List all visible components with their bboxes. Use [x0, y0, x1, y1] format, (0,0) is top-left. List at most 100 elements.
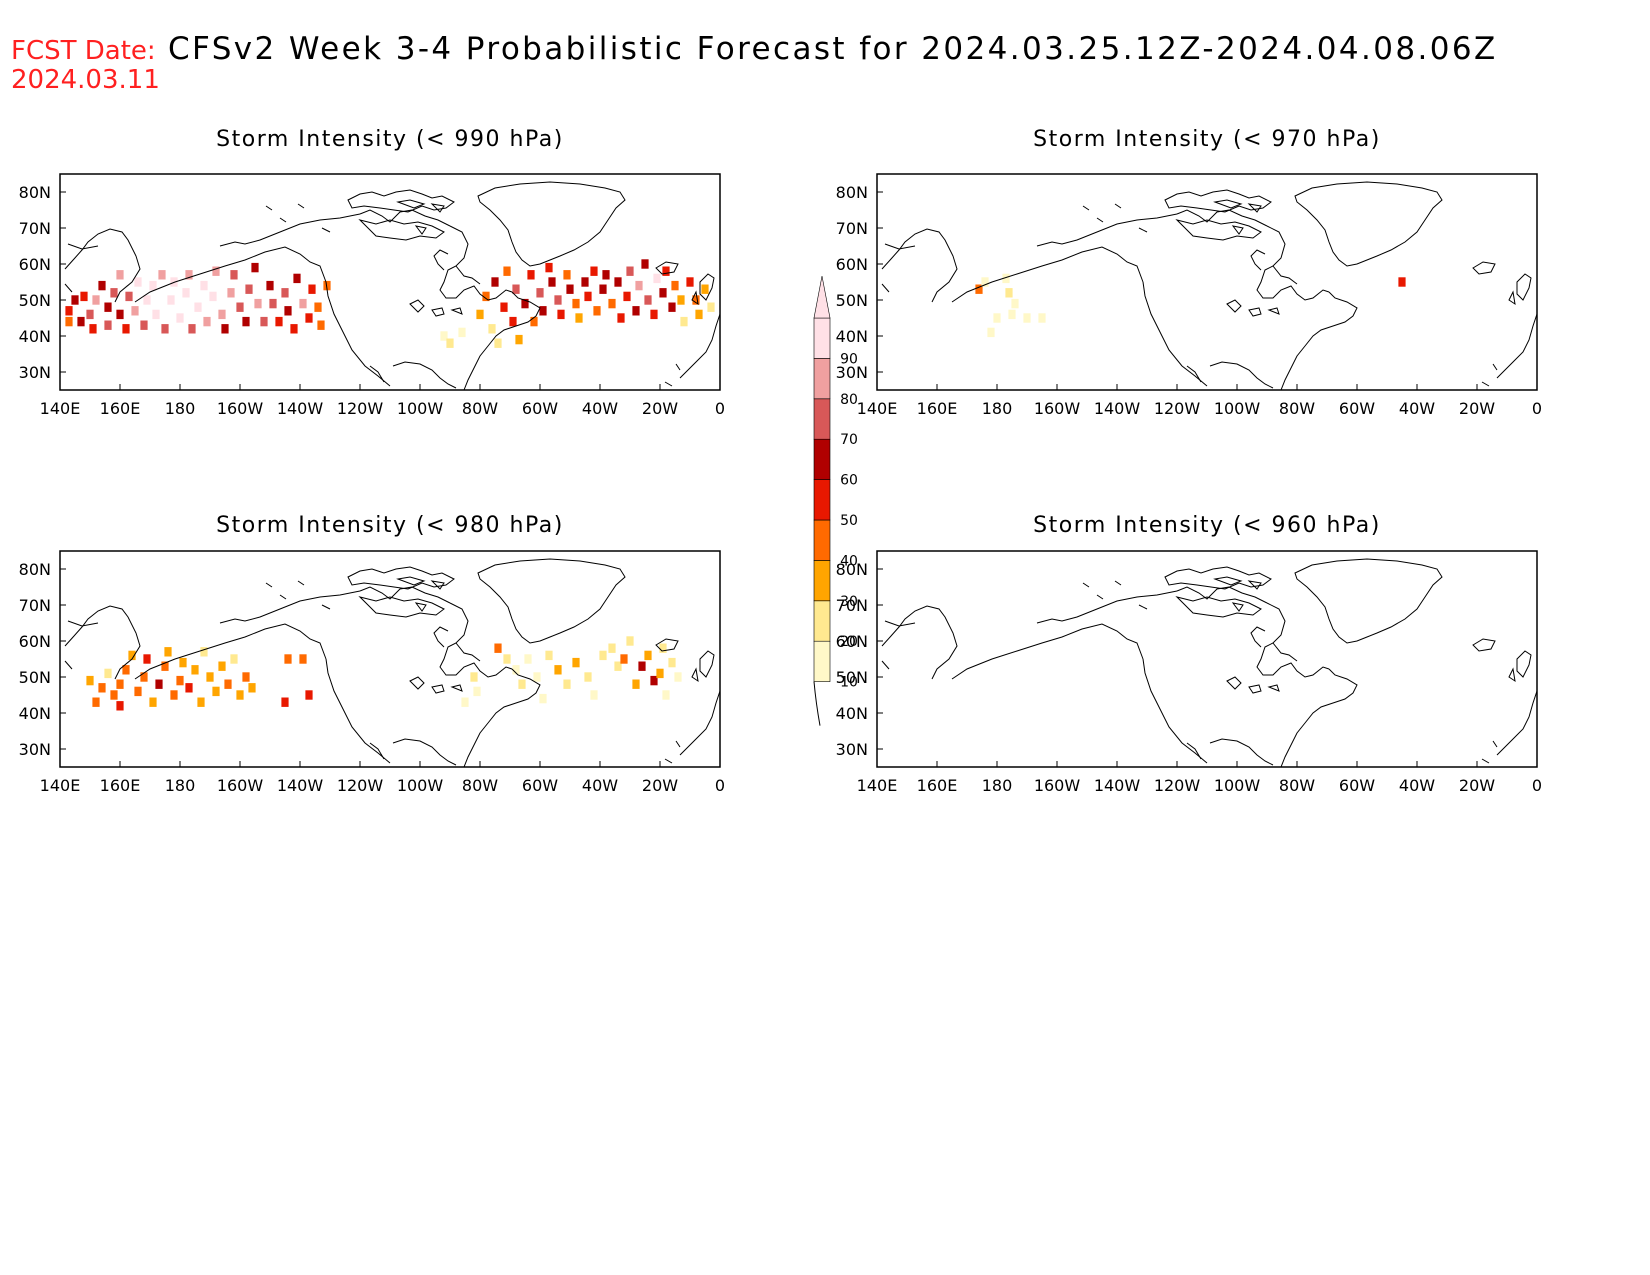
probability-cell	[554, 295, 562, 305]
lon-tick-label: 80W	[1279, 776, 1315, 795]
probability-cell	[590, 690, 598, 700]
probability-cell	[626, 636, 634, 646]
probability-cell	[275, 316, 283, 327]
probability-cell	[458, 327, 466, 338]
colorbar-swatch	[813, 317, 831, 359]
probability-cell	[269, 298, 277, 309]
lon-tick-label: 0	[1532, 776, 1542, 795]
probability-cell	[981, 277, 989, 287]
lat-tick-label: 60N	[836, 632, 868, 651]
lat-tick-label: 60N	[19, 255, 51, 274]
probability-cell	[212, 686, 220, 697]
probability-cell	[650, 309, 658, 320]
lon-tick-label: 40W	[582, 776, 618, 795]
colorbar-swatch	[813, 560, 831, 602]
probability-cell	[155, 679, 163, 689]
lon-tick-label: 120W	[337, 399, 384, 418]
colorbar-label: 20	[840, 634, 858, 650]
probability-cell	[314, 302, 322, 312]
lon-tick-label: 160W	[217, 776, 264, 795]
colorbar-swatch	[813, 640, 831, 682]
colorbar-swatch	[813, 600, 831, 642]
lon-tick-label: 140E	[40, 776, 81, 795]
colorbar-label: 40	[840, 553, 858, 569]
probability-cell	[575, 313, 583, 323]
probability-cell	[248, 683, 256, 693]
probability-cell	[290, 324, 298, 334]
lon-tick-label: 160E	[917, 399, 958, 418]
probability-cell	[92, 295, 100, 305]
probability-cell	[161, 661, 169, 671]
lat-tick-label: 50N	[19, 668, 51, 687]
lon-tick-label: 40W	[1399, 399, 1435, 418]
lat-tick-label: 50N	[19, 291, 51, 310]
colorbar-upper-extension	[813, 275, 831, 319]
probability-cell	[299, 298, 307, 309]
lat-tick-label: 80N	[19, 560, 51, 579]
lat-tick-label: 60N	[836, 255, 868, 274]
probability-cell	[317, 320, 325, 330]
probability-cell	[671, 280, 679, 291]
lon-tick-label: 100W	[1214, 776, 1261, 795]
axis-ticks: 140E 160E 180 160W 140W 120W 100W 80W 60W 40W 20W 0…	[836, 183, 1542, 418]
probability-cell	[140, 320, 148, 330]
map-frame	[59, 173, 721, 391]
lon-tick-label: 140W	[1094, 399, 1141, 418]
axis-ticks: 140E 160E 180 160W 140W 120W 100W 80W 60W 40W 20W 0…	[19, 183, 725, 418]
probability-cell	[593, 306, 601, 316]
probability-cell	[1008, 309, 1016, 320]
coastline-map	[881, 558, 1537, 767]
probability-cell	[242, 672, 250, 682]
panel-title: Storm Intensity (< 970 hPa)	[1033, 127, 1381, 152]
probability-cell	[305, 690, 313, 700]
lat-tick-label: 40N	[19, 704, 51, 723]
lon-tick-label: 140E	[857, 776, 898, 795]
lon-tick-label: 80W	[462, 776, 498, 795]
probability-cell	[89, 324, 97, 334]
probability-cell	[653, 273, 661, 284]
probability-cell	[134, 277, 142, 287]
probability-cell	[614, 277, 622, 287]
probability-cell	[476, 309, 484, 320]
probability-cell	[176, 313, 184, 323]
probability-cell	[590, 266, 598, 276]
probability-cell	[221, 324, 229, 334]
probability-cell	[518, 679, 526, 689]
probability-cell	[533, 672, 541, 682]
lon-tick-label: 120W	[337, 776, 384, 795]
probability-cell	[608, 643, 616, 653]
colorbar-swatch	[813, 438, 831, 480]
probability-cell	[503, 266, 511, 276]
probability-cell	[71, 295, 79, 305]
probability-cell	[632, 679, 640, 689]
axis-ticks: 140E 160E 180 160W 140W 120W 100W 80W 60W 40W 20W 0…	[836, 560, 1542, 795]
lat-tick-label: 70N	[19, 596, 51, 615]
map-frame	[59, 550, 721, 768]
probability-cell	[230, 270, 238, 280]
probability-cell	[680, 316, 688, 327]
figure-title: CFSv2 Week 3-4 Probabilistic Forecast fo…	[168, 31, 1498, 67]
probability-cell	[635, 280, 643, 291]
probability-cell	[987, 327, 995, 338]
lat-tick-label: 30N	[19, 740, 51, 759]
probability-cell	[674, 672, 682, 682]
probability-cell	[668, 302, 676, 312]
lon-tick-label: 0	[715, 776, 725, 795]
probability-cell	[308, 284, 316, 294]
probability-cell	[503, 654, 511, 664]
lon-tick-label: 140W	[277, 399, 324, 418]
probability-cell	[545, 262, 553, 273]
lon-tick-label: 160W	[1034, 399, 1081, 418]
probability-cell	[167, 295, 175, 305]
probability-cell	[116, 309, 124, 320]
probability-cell	[707, 302, 715, 312]
probability-cell	[86, 309, 94, 320]
probability-cell	[632, 306, 640, 316]
lon-tick-label: 60W	[1339, 399, 1375, 418]
lat-tick-label: 40N	[836, 704, 868, 723]
lon-tick-label: 40W	[1399, 776, 1435, 795]
probability-cell	[638, 661, 646, 671]
lat-tick-label: 40N	[836, 327, 868, 346]
probability-cell	[98, 683, 106, 693]
probability-cell	[581, 277, 589, 287]
